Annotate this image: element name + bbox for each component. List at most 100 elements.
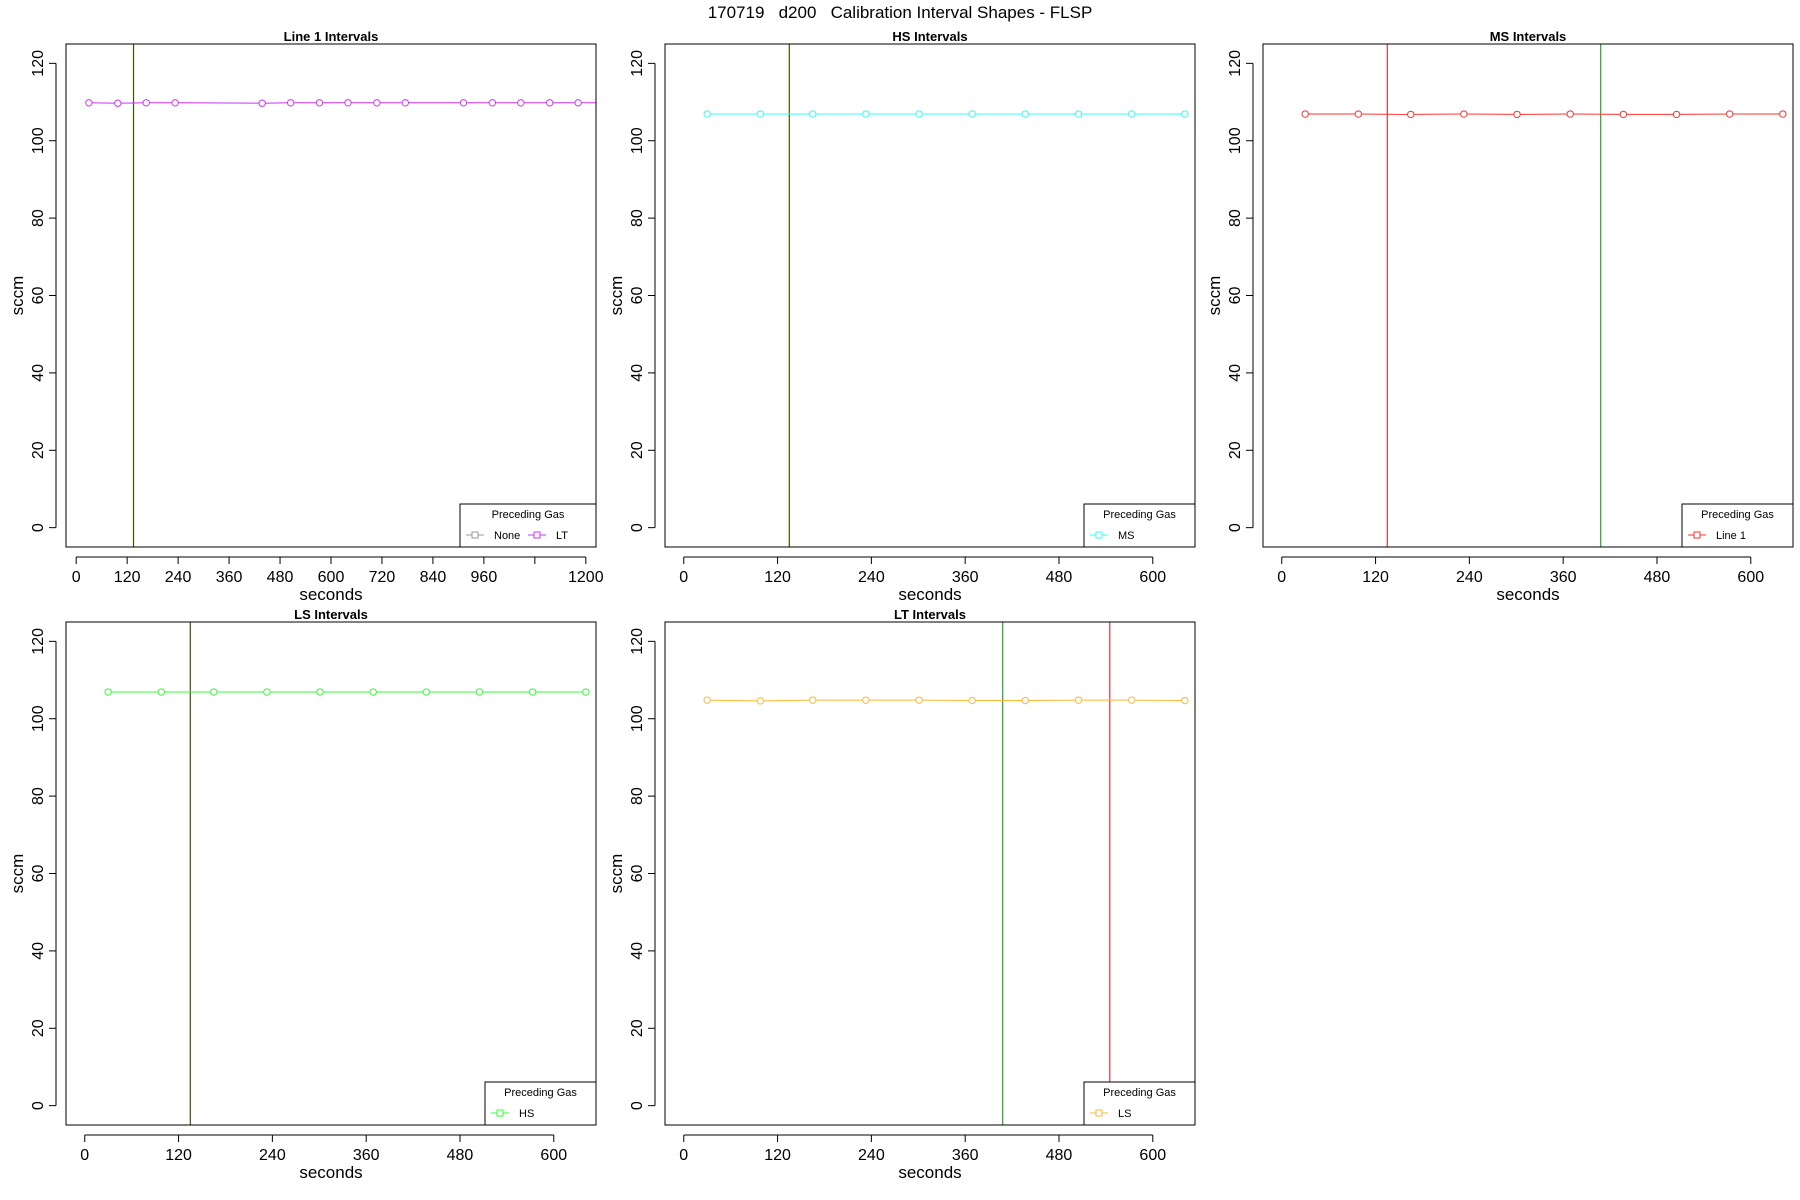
plot-frame [664, 621, 1196, 1126]
x-tick-label: 600 [1139, 569, 1166, 586]
data-point [1127, 696, 1136, 704]
y-axis-label: sccm [1205, 276, 1224, 316]
data-point [263, 688, 271, 696]
panel-title: LS Intervals [294, 607, 368, 622]
x-axis-label: seconds [898, 1163, 961, 1182]
y-tick-label: 40 [629, 942, 646, 960]
data-point [1074, 696, 1083, 704]
y-tick-label: 60 [30, 865, 47, 883]
y-tick-label: 80 [629, 787, 646, 805]
y-tick-label: 0 [629, 523, 646, 532]
data-point [1407, 110, 1415, 119]
y-tick-label: 40 [1227, 364, 1244, 382]
data-point [459, 99, 468, 107]
legend-entry-label: Line 1 [1716, 530, 1746, 542]
legend-entry-label: LS [1118, 1108, 1131, 1120]
y-tick-label: 80 [30, 787, 47, 805]
y-tick-label: 60 [30, 287, 47, 305]
legend-entry-label: MS [1118, 530, 1135, 542]
x-tick-label: 1200 [568, 569, 604, 586]
series-0 [703, 696, 1189, 705]
legend: Preceding Gas LS [1083, 1081, 1196, 1126]
legend: Preceding Gas HS [484, 1081, 597, 1126]
y-tick-label: 20 [30, 441, 47, 459]
data-point [546, 99, 554, 107]
data-point [528, 688, 537, 696]
y-tick-label: 40 [30, 364, 47, 382]
data-point [344, 99, 352, 107]
y-tick-label: 80 [629, 209, 646, 227]
data-point [1672, 110, 1681, 119]
y-tick-label: 40 [629, 364, 646, 382]
y-tick-label: 120 [629, 50, 646, 77]
x-tick-label: 600 [540, 1147, 567, 1164]
x-tick-label: 720 [369, 569, 396, 586]
data-point [809, 110, 817, 118]
data-point [104, 688, 112, 696]
data-point [1619, 110, 1628, 119]
y-tick-label: 0 [30, 523, 47, 532]
y-axis-label: sccm [607, 276, 626, 316]
data-point [1021, 110, 1030, 118]
data-point [1074, 110, 1083, 118]
legend-title: Preceding Gas [504, 1087, 577, 1099]
data-point [968, 110, 976, 118]
data-point [604, 100, 610, 106]
legend-title: Preceding Gas [1103, 1087, 1176, 1099]
data-point [114, 99, 122, 107]
x-tick-label: 360 [952, 569, 979, 586]
x-tick-label: 240 [165, 569, 192, 586]
y-tick-label: 120 [30, 628, 47, 655]
legend: Preceding Gas MS [1083, 503, 1196, 548]
y-tick-label: 100 [629, 127, 646, 154]
data-point [258, 99, 266, 107]
data-point [142, 99, 150, 107]
y-tick-label: 0 [30, 1101, 47, 1110]
data-point [1301, 110, 1309, 118]
data-point [1181, 696, 1189, 705]
legend-title: Preceding Gas [492, 509, 565, 521]
data-point [1779, 110, 1787, 118]
y-axis-label: sccm [8, 854, 27, 894]
x-tick-label: 480 [1046, 569, 1073, 586]
chart-panel-4: LT Intervals 0 120 240 360 480 600 seconds 0 20 40… [607, 607, 1196, 1182]
plot-frame [65, 43, 597, 548]
x-tick-label: 240 [858, 569, 885, 586]
plot-frame [1262, 43, 1794, 548]
data-point [422, 688, 431, 696]
y-tick-label: 0 [629, 1101, 646, 1110]
legend-box [1083, 1081, 1196, 1126]
legend-box [1083, 503, 1196, 548]
x-tick-label: 360 [216, 569, 243, 586]
data-point [1181, 110, 1189, 118]
x-tick-label: 0 [679, 569, 688, 586]
series-line-segment [760, 699, 813, 702]
plot-frame [664, 43, 1196, 548]
x-axis-label: seconds [299, 585, 362, 604]
legend-swatch-marker [1693, 531, 1701, 539]
legend: Preceding Gas Line 1 [1681, 503, 1794, 548]
legend-entry-label: HS [519, 1108, 534, 1120]
legend-swatch-marker [471, 531, 479, 539]
legend: Preceding Gas None LT [459, 503, 597, 548]
data-point [1513, 110, 1521, 119]
data-point [488, 99, 497, 107]
data-point [809, 696, 817, 704]
y-tick-label: 20 [30, 1019, 47, 1037]
data-point [1021, 696, 1030, 705]
data-point [1127, 110, 1136, 118]
data-point [703, 696, 711, 704]
plot-frame [65, 621, 597, 1126]
data-point [373, 99, 381, 107]
legend-swatch-marker [533, 531, 541, 539]
y-tick-label: 60 [629, 287, 646, 305]
data-point [915, 110, 923, 118]
data-point [582, 688, 590, 696]
x-tick-label: 120 [1362, 569, 1389, 586]
legend-swatch-marker [496, 1109, 504, 1117]
data-point [915, 696, 923, 704]
y-tick-label: 60 [1227, 287, 1244, 305]
x-tick-label: 0 [80, 1147, 89, 1164]
y-tick-label: 0 [1227, 523, 1244, 532]
